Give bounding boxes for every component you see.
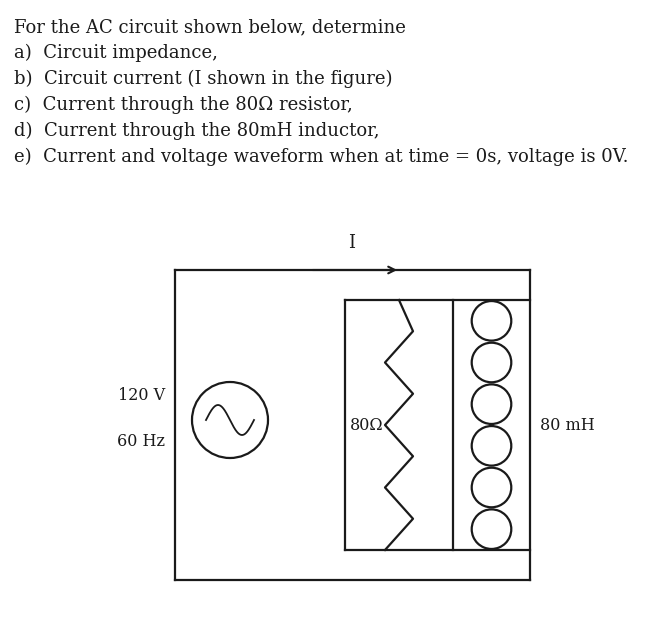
Text: e)  Current and voltage waveform when at time = 0s, voltage is 0V.: e) Current and voltage waveform when at … xyxy=(14,148,628,166)
Text: 60 Hz: 60 Hz xyxy=(117,433,165,451)
Text: b)  Circuit current (I shown in the figure): b) Circuit current (I shown in the figur… xyxy=(14,70,392,88)
Text: 80 mH: 80 mH xyxy=(540,417,595,433)
Text: 120 V: 120 V xyxy=(118,387,165,403)
Text: d)  Current through the 80mH inductor,: d) Current through the 80mH inductor, xyxy=(14,122,380,140)
Text: 80Ω: 80Ω xyxy=(350,417,384,433)
Text: I: I xyxy=(348,234,356,252)
Text: c)  Current through the 80Ω resistor,: c) Current through the 80Ω resistor, xyxy=(14,96,353,114)
Text: For the AC circuit shown below, determine: For the AC circuit shown below, determin… xyxy=(14,18,406,36)
Text: a)  Circuit impedance,: a) Circuit impedance, xyxy=(14,44,218,62)
